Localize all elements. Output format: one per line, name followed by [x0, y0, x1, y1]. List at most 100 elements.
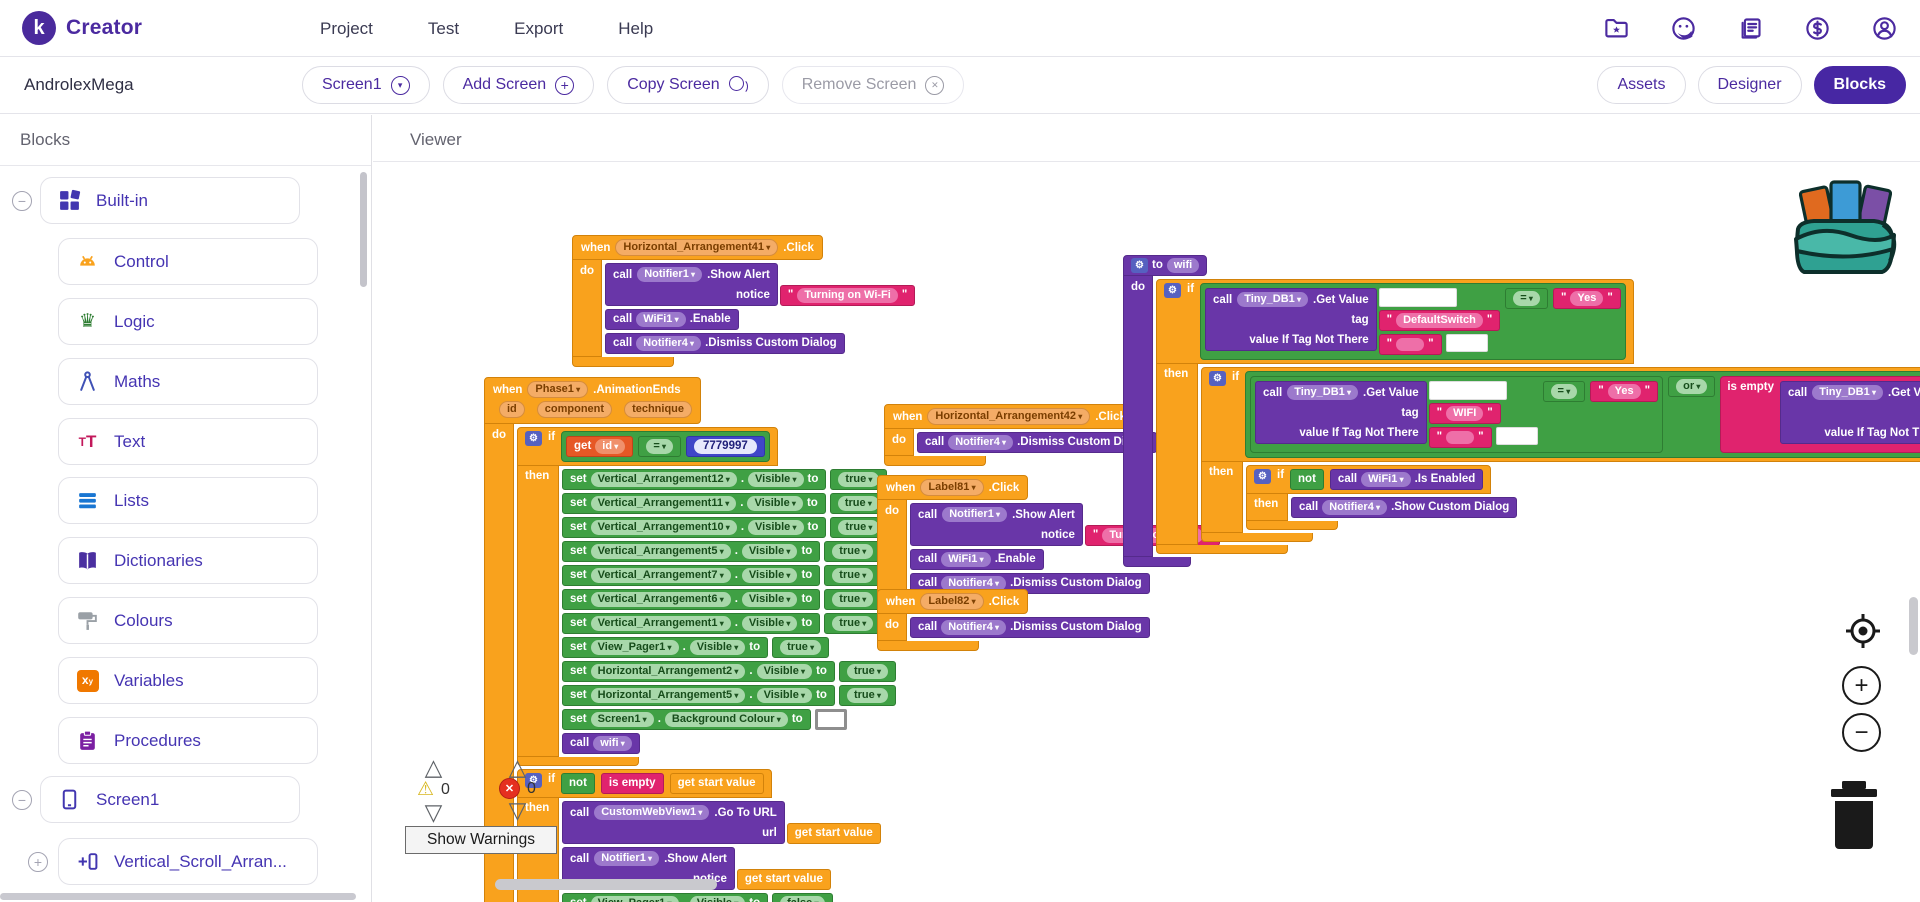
get-start-value-block[interactable]: get start value [736, 869, 831, 890]
menu-help[interactable]: Help [618, 18, 654, 38]
canvas-horizontal-scrollbar[interactable] [495, 879, 717, 890]
logic-value-block[interactable]: true [829, 493, 887, 514]
call-procedure-wifi-block[interactable]: call wifi [562, 733, 640, 754]
logic-value-block[interactable]: true [830, 469, 888, 490]
component-dropdown[interactable]: Horizontal_Arrangement2 [590, 664, 746, 679]
my-projects-folder-icon[interactable] [1603, 15, 1630, 42]
error-up-icon[interactable]: △ [508, 754, 527, 780]
not-block[interactable]: not [1290, 469, 1324, 490]
warning-up-icon[interactable]: △ [424, 754, 443, 780]
mutator-gear-icon[interactable] [1254, 469, 1271, 484]
menu-project[interactable]: Project [320, 18, 373, 38]
blocks-canvas[interactable]: Viewer when Horizontal_Arrangement41 .Cl… [373, 115, 1920, 902]
component-dropdown[interactable]: Notifier1 [594, 851, 660, 866]
trash-icon[interactable] [1825, 775, 1883, 853]
component-dropdown[interactable]: Vertical_Arrangement10 [590, 520, 737, 535]
component-dropdown[interactable]: Notifier4 [636, 336, 702, 351]
logic-value-block[interactable]: true [824, 589, 882, 610]
sidebar-item-maths[interactable]: Maths [58, 358, 318, 405]
component-dropdown[interactable]: Tiny_DB1 [1812, 385, 1883, 400]
component-dropdown[interactable]: Vertical_Arrangement5 [590, 544, 731, 559]
expand-component-toggle[interactable] [28, 852, 48, 872]
collapse-builtin-toggle[interactable] [12, 191, 32, 211]
component-dropdown[interactable]: Vertical_Arrangement11 [590, 496, 737, 511]
event-param-id[interactable]: id [499, 401, 525, 418]
component-dropdown[interactable]: View_Pager1 [590, 896, 679, 902]
component-dropdown[interactable]: Label81 [920, 479, 984, 496]
component-dropdown[interactable]: Tiny_DB1 [1287, 385, 1359, 400]
property-dropdown[interactable]: Visible [748, 472, 804, 487]
when-phase1-animationends-block[interactable]: when Phase1 .AnimationEnds id component … [484, 377, 896, 902]
component-dropdown[interactable]: Phase1 [527, 381, 589, 398]
premium-dollar-icon[interactable] [1804, 15, 1831, 42]
procedure-name[interactable]: wifi [1166, 258, 1200, 273]
property-dropdown[interactable]: Visible [741, 568, 798, 583]
when-label82-click-block[interactable]: when Label82 .Click do callNotifier4.Dis… [877, 589, 1150, 651]
get-start-value-block[interactable]: get start value [786, 823, 881, 844]
backpack-icon[interactable] [1788, 175, 1903, 277]
event-param-technique[interactable]: technique [624, 401, 693, 418]
component-dropdown[interactable]: WiFi1 [941, 552, 991, 567]
zoom-in-button[interactable] [1842, 666, 1881, 705]
property-dropdown[interactable]: Visible [689, 640, 746, 655]
colour-swatch-white[interactable] [814, 709, 847, 730]
call-show-alert-block[interactable]: call Notifier1 .Show Alert notice "Turning… [605, 263, 916, 306]
procedure-dropdown[interactable]: wifi [593, 736, 632, 751]
feedback-icon[interactable] [1670, 15, 1697, 42]
component-dropdown[interactable]: Horizontal_Arrangement5 [590, 688, 746, 703]
component-dropdown[interactable]: WiFi1 [636, 312, 686, 327]
component-dropdown[interactable]: Notifier1 [637, 267, 703, 282]
mutator-gear-icon[interactable] [525, 773, 542, 788]
component-dropdown[interactable]: Notifier4 [1322, 500, 1388, 515]
equals-operator[interactable]: = [638, 436, 681, 457]
variable-dropdown[interactable]: id [595, 439, 626, 454]
text-string-block[interactable]: " DefaultSwitch " [1378, 310, 1501, 331]
sidebar-item-procedures[interactable]: Procedures [58, 717, 318, 764]
account-icon[interactable] [1871, 15, 1898, 42]
logic-value-block[interactable]: false [772, 893, 834, 902]
text-string-block[interactable]: " WIFI " [1428, 403, 1501, 424]
component-dropdown[interactable]: Notifier4 [941, 620, 1007, 635]
sidebar-item-screen1[interactable]: Screen1 [40, 776, 300, 823]
property-dropdown[interactable]: Visible [741, 616, 798, 631]
property-dropdown[interactable]: Visible [689, 896, 746, 902]
if-block-2[interactable]: if not is empty get start value then cal… [517, 769, 881, 902]
component-dropdown[interactable]: Vertical_Arrangement12 [590, 472, 737, 487]
zoom-out-button[interactable] [1842, 713, 1881, 752]
center-blocks-icon[interactable] [1843, 611, 1883, 651]
logic-value-block[interactable]: true [824, 565, 882, 586]
component-dropdown[interactable]: Vertical_Arrangement7 [590, 568, 731, 583]
add-screen-button[interactable]: Add Screen [442, 66, 595, 104]
warning-down-icon[interactable]: ▽ [424, 799, 443, 825]
text-string-block[interactable]: " Yes " [1590, 381, 1659, 402]
copy-screen-button[interactable]: Copy Screen [607, 66, 769, 104]
logic-value-block[interactable]: true [838, 661, 896, 682]
logic-value-block[interactable]: true [824, 613, 882, 634]
component-dropdown[interactable]: Notifier1 [942, 507, 1008, 522]
component-dropdown[interactable]: Label82 [920, 593, 984, 610]
component-dropdown[interactable]: CustomWebView1 [594, 805, 710, 820]
component-dropdown[interactable]: Vertical_Arrangement6 [590, 592, 731, 607]
get-variable-block[interactable]: get id [566, 436, 634, 457]
property-dropdown[interactable]: Visible [741, 592, 798, 607]
